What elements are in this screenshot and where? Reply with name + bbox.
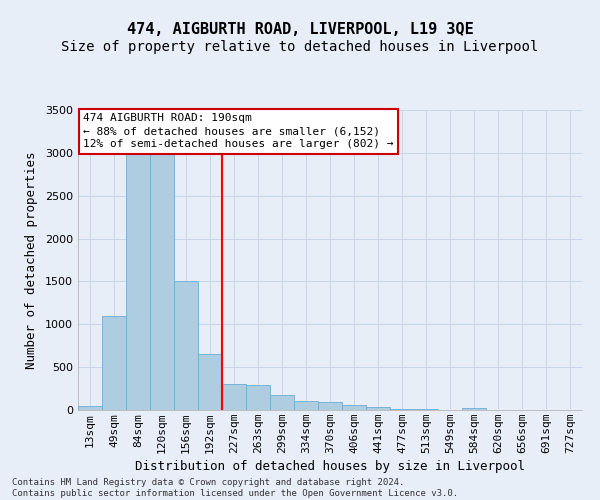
X-axis label: Distribution of detached houses by size in Liverpool: Distribution of detached houses by size … bbox=[135, 460, 525, 473]
Text: 474, AIGBURTH ROAD, LIVERPOOL, L19 3QE: 474, AIGBURTH ROAD, LIVERPOOL, L19 3QE bbox=[127, 22, 473, 38]
Text: 474 AIGBURTH ROAD: 190sqm
← 88% of detached houses are smaller (6,152)
12% of se: 474 AIGBURTH ROAD: 190sqm ← 88% of detac… bbox=[83, 113, 394, 150]
Bar bbox=[462, 408, 486, 410]
Y-axis label: Number of detached properties: Number of detached properties bbox=[25, 151, 38, 369]
Bar bbox=[222, 384, 246, 410]
Bar bbox=[414, 409, 438, 410]
Bar bbox=[366, 407, 390, 410]
Text: Size of property relative to detached houses in Liverpool: Size of property relative to detached ho… bbox=[61, 40, 539, 54]
Bar bbox=[342, 405, 366, 410]
Bar bbox=[174, 282, 198, 410]
Bar bbox=[198, 354, 222, 410]
Bar bbox=[150, 148, 174, 410]
Bar bbox=[126, 153, 150, 410]
Bar bbox=[294, 402, 318, 410]
Text: Contains HM Land Registry data © Crown copyright and database right 2024.
Contai: Contains HM Land Registry data © Crown c… bbox=[12, 478, 458, 498]
Bar bbox=[246, 385, 270, 410]
Bar bbox=[270, 395, 294, 410]
Bar bbox=[78, 406, 102, 410]
Bar bbox=[390, 408, 414, 410]
Bar bbox=[318, 402, 342, 410]
Bar bbox=[102, 316, 126, 410]
